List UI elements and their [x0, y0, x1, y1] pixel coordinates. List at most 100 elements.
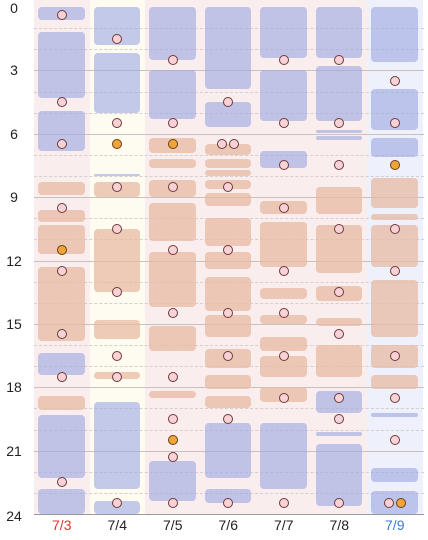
event-marker[interactable] — [167, 118, 178, 129]
event-marker[interactable] — [112, 350, 123, 361]
awake-block[interactable] — [204, 192, 251, 206]
event-marker[interactable] — [167, 413, 178, 424]
event-marker[interactable] — [223, 244, 234, 255]
awake-block[interactable] — [260, 355, 307, 377]
event-marker[interactable] — [112, 498, 123, 509]
awake-block[interactable] — [38, 395, 85, 411]
event-marker[interactable] — [223, 181, 234, 192]
event-marker[interactable] — [334, 160, 345, 171]
sleep-block[interactable] — [93, 173, 140, 176]
sleep-block[interactable] — [93, 53, 140, 113]
sleep-block[interactable] — [204, 488, 251, 504]
awake-block[interactable] — [371, 214, 418, 221]
awake-block[interactable] — [204, 374, 251, 390]
event-marker[interactable] — [167, 371, 178, 382]
awake-block[interactable] — [204, 277, 251, 312]
sleep-block[interactable] — [371, 412, 418, 417]
event-marker[interactable] — [389, 435, 400, 446]
sleep-block[interactable] — [149, 461, 196, 502]
event-marker[interactable] — [334, 223, 345, 234]
event-marker[interactable] — [389, 223, 400, 234]
awake-block[interactable] — [38, 266, 85, 341]
sleep-block[interactable] — [260, 7, 307, 58]
event-marker[interactable] — [334, 287, 345, 298]
awake-block[interactable] — [260, 287, 307, 299]
sleep-block[interactable] — [149, 70, 196, 119]
event-marker-highlight[interactable] — [112, 139, 123, 150]
event-marker[interactable] — [278, 118, 289, 129]
awake-block[interactable] — [204, 144, 251, 155]
event-marker[interactable] — [278, 392, 289, 403]
event-marker-highlight[interactable] — [167, 139, 178, 150]
sleep-block[interactable] — [204, 423, 251, 479]
event-marker[interactable] — [167, 498, 178, 509]
sleep-block[interactable] — [38, 488, 85, 514]
event-marker-highlight[interactable] — [56, 244, 67, 255]
awake-block[interactable] — [38, 182, 85, 195]
event-marker[interactable] — [56, 371, 67, 382]
event-marker[interactable] — [389, 392, 400, 403]
event-marker[interactable] — [334, 118, 345, 129]
sleep-block[interactable] — [371, 7, 418, 62]
awake-block[interactable] — [204, 395, 251, 409]
sleep-block[interactable] — [315, 129, 362, 133]
sleep-block[interactable] — [38, 414, 85, 479]
event-marker[interactable] — [112, 118, 123, 129]
event-marker[interactable] — [334, 329, 345, 340]
event-marker[interactable] — [389, 118, 400, 129]
awake-block[interactable] — [315, 186, 362, 215]
event-marker[interactable] — [383, 498, 394, 509]
event-marker[interactable] — [56, 266, 67, 277]
sleep-block[interactable] — [93, 402, 140, 489]
sleep-block[interactable] — [315, 66, 362, 122]
awake-block[interactable] — [260, 336, 307, 352]
awake-block[interactable] — [204, 252, 251, 269]
event-marker[interactable] — [223, 350, 234, 361]
sleep-block[interactable] — [371, 137, 418, 157]
sleep-block[interactable] — [315, 431, 362, 436]
sleep-block[interactable] — [371, 467, 418, 483]
event-marker[interactable] — [112, 371, 123, 382]
sleep-block[interactable] — [260, 70, 307, 122]
event-marker[interactable] — [56, 477, 67, 488]
sleep-block[interactable] — [38, 353, 85, 375]
awake-block[interactable] — [204, 218, 251, 246]
awake-block[interactable] — [371, 279, 418, 337]
event-marker[interactable] — [112, 181, 123, 192]
awake-block[interactable] — [315, 345, 362, 377]
awake-block[interactable] — [93, 228, 140, 293]
event-marker[interactable] — [334, 392, 345, 403]
awake-block[interactable] — [204, 169, 251, 176]
awake-block[interactable] — [371, 178, 418, 208]
event-marker[interactable] — [334, 54, 345, 65]
event-marker[interactable] — [278, 266, 289, 277]
event-marker[interactable] — [334, 498, 345, 509]
event-marker[interactable] — [56, 10, 67, 21]
event-marker[interactable] — [278, 308, 289, 319]
sleep-block[interactable] — [38, 32, 85, 98]
event-marker[interactable] — [223, 413, 234, 424]
awake-block[interactable] — [149, 203, 196, 242]
event-marker[interactable] — [167, 181, 178, 192]
awake-block[interactable] — [315, 317, 362, 326]
awake-block[interactable] — [204, 315, 251, 337]
event-marker[interactable] — [56, 97, 67, 108]
sleep-block[interactable] — [260, 423, 307, 489]
awake-block[interactable] — [260, 222, 307, 267]
awake-block[interactable] — [149, 391, 196, 398]
awake-block[interactable] — [93, 319, 140, 339]
event-marker[interactable] — [223, 308, 234, 319]
event-marker[interactable] — [389, 75, 400, 86]
event-marker[interactable] — [167, 308, 178, 319]
event-marker[interactable] — [223, 498, 234, 509]
event-marker[interactable] — [56, 139, 67, 150]
event-marker[interactable] — [112, 287, 123, 298]
event-marker[interactable] — [223, 97, 234, 108]
sleep-block[interactable] — [315, 444, 362, 506]
event-marker[interactable] — [112, 33, 123, 44]
event-marker[interactable] — [334, 413, 345, 424]
sleep-block[interactable] — [371, 490, 418, 514]
event-marker[interactable] — [389, 350, 400, 361]
event-marker[interactable] — [217, 139, 228, 150]
event-marker-highlight[interactable] — [167, 435, 178, 446]
